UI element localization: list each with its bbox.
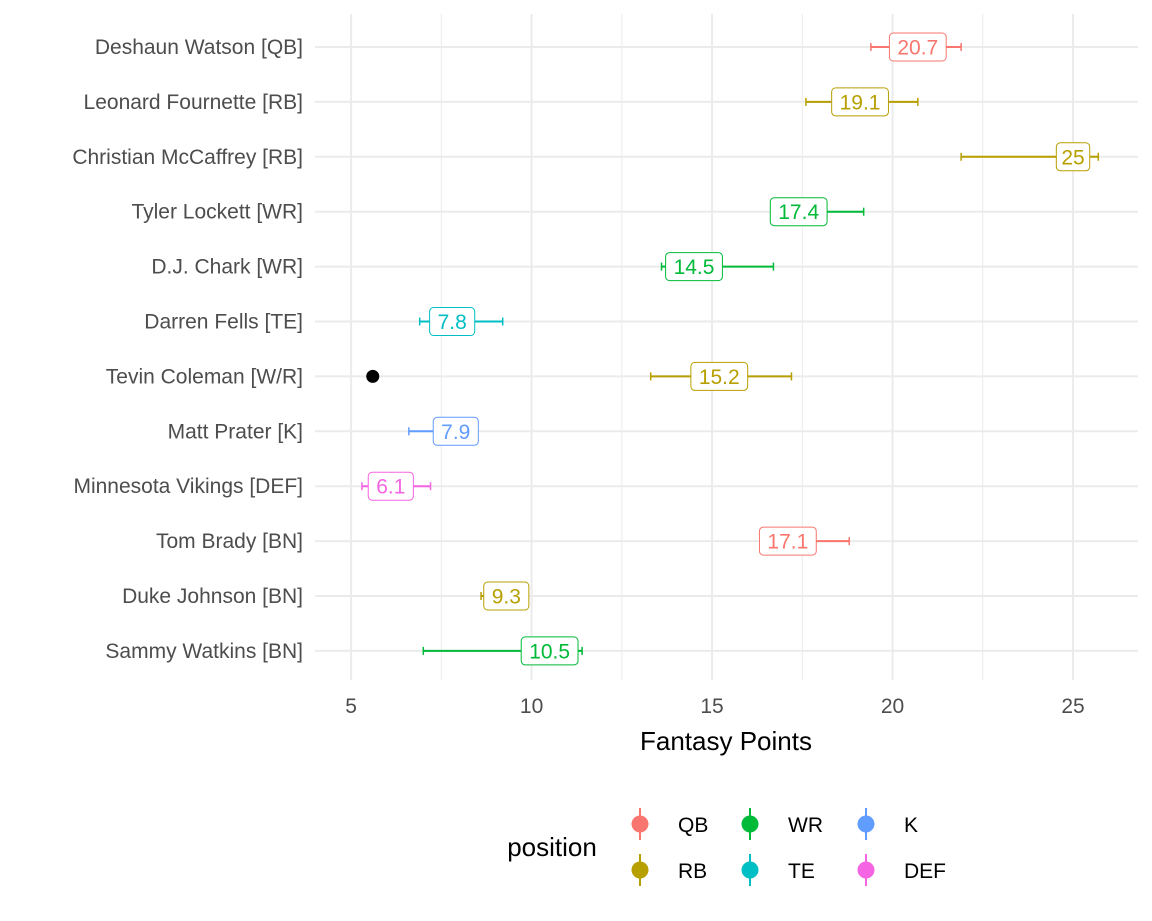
y-tick-label: Tom Brady [BN] [156, 530, 303, 553]
grid-layer [315, 14, 1138, 680]
value-label: 20.7 [897, 37, 938, 60]
legend-item: WR [741, 808, 823, 840]
value-label: 10.5 [529, 640, 570, 663]
value-label: 19.1 [840, 91, 881, 114]
y-tick-label: Matt Prater [K] [168, 420, 303, 443]
value-label-box [758, 526, 817, 556]
legend-title: position [507, 832, 597, 862]
y-tick-label: Duke Johnson [BN] [122, 585, 303, 608]
value-label-box [690, 361, 749, 391]
legend-label: QB [678, 814, 708, 837]
player-row-marks: 14.5 [660, 252, 775, 282]
x-tick-label: 20 [881, 695, 904, 718]
player-row-marks: 10.5 [422, 636, 583, 666]
value-label-box [769, 197, 828, 227]
value-label-box [483, 581, 530, 611]
x-tick-label: 25 [1061, 695, 1084, 718]
value-label: 7.8 [438, 311, 467, 334]
value-label: 25 [1061, 146, 1084, 169]
legend-key-point [741, 861, 759, 879]
player-row-marks: 25 [960, 142, 1100, 172]
x-axis-ticks: 5 10 15 20 25 [345, 695, 1084, 718]
y-tick-label: Minnesota Vikings [DEF] [73, 475, 303, 498]
legend-item: QB [631, 808, 708, 840]
y-tick-label: Deshaun Watson [QB] [95, 36, 303, 59]
legend-key-point [857, 861, 875, 879]
x-tick-label: 10 [520, 695, 543, 718]
value-label: 15.2 [699, 366, 740, 389]
player-row-marks: 9.3 [480, 581, 530, 611]
value-label-box [831, 87, 889, 117]
legend-item: K [857, 808, 918, 840]
value-label: 14.5 [674, 256, 715, 279]
y-tick-label: D.J. Chark [WR] [151, 256, 303, 279]
y-tick-label: Darren Fells [TE] [144, 311, 303, 334]
value-label-box [665, 252, 723, 282]
value-label-box [520, 636, 579, 666]
player-row-marks: 6.1 [361, 471, 432, 501]
legend-key-point [631, 861, 649, 879]
player-row-marks: 7.9 [408, 416, 479, 446]
y-tick-label: Leonard Fournette [RB] [84, 91, 303, 114]
value-label: 7.9 [441, 421, 470, 444]
player-row-marks: 19.1 [805, 87, 919, 117]
x-tick-label: 15 [700, 695, 723, 718]
player-row-marks: 15.2 [366, 361, 793, 391]
value-label: 9.3 [492, 586, 521, 609]
legend-label: RB [678, 860, 707, 883]
value-label-box [888, 32, 947, 62]
legend-label: DEF [904, 860, 946, 883]
legend-label: K [904, 814, 918, 837]
value-label: 6.1 [376, 476, 405, 499]
y-tick-label: Christian McCaffrey [RB] [72, 146, 303, 169]
legend-item: DEF [857, 854, 946, 886]
y-tick-label: Tevin Coleman [W/R] [106, 365, 303, 388]
legend-label: WR [788, 814, 823, 837]
value-label-box [367, 471, 414, 501]
extra-point [366, 369, 380, 383]
legend-key-point [857, 815, 875, 833]
y-tick-label: Tyler Lockett [WR] [131, 201, 303, 224]
player-row-marks: 20.7 [870, 32, 962, 62]
x-axis-title: Fantasy Points [640, 726, 812, 756]
y-tick-label: Sammy Watkins [BN] [105, 640, 303, 663]
legend-key-point [631, 815, 649, 833]
player-row-marks: 7.8 [418, 307, 504, 336]
x-tick-label: 5 [345, 695, 357, 718]
player-row-marks: 17.4 [769, 197, 865, 227]
value-label: 17.1 [767, 531, 808, 554]
value-label-box [432, 416, 479, 446]
player-row-marks: 17.1 [758, 526, 850, 556]
legend-key-point [741, 815, 759, 833]
legend-label: TE [788, 860, 815, 883]
legend-item: TE [741, 854, 815, 886]
legend: position QB WR K RB TE DEF [507, 808, 946, 886]
y-axis-labels: Deshaun Watson [QB] Leonard Fournette [RB… [72, 36, 303, 663]
value-label-box [429, 307, 476, 336]
value-label: 17.4 [778, 201, 819, 224]
value-label-box [1055, 142, 1091, 172]
legend-item: RB [631, 854, 707, 886]
data-marks: 20.7 19.1 25 17.4 14.5 7.8 15.2 7.9 6.1 17.1 9.3 10… [361, 32, 1100, 666]
